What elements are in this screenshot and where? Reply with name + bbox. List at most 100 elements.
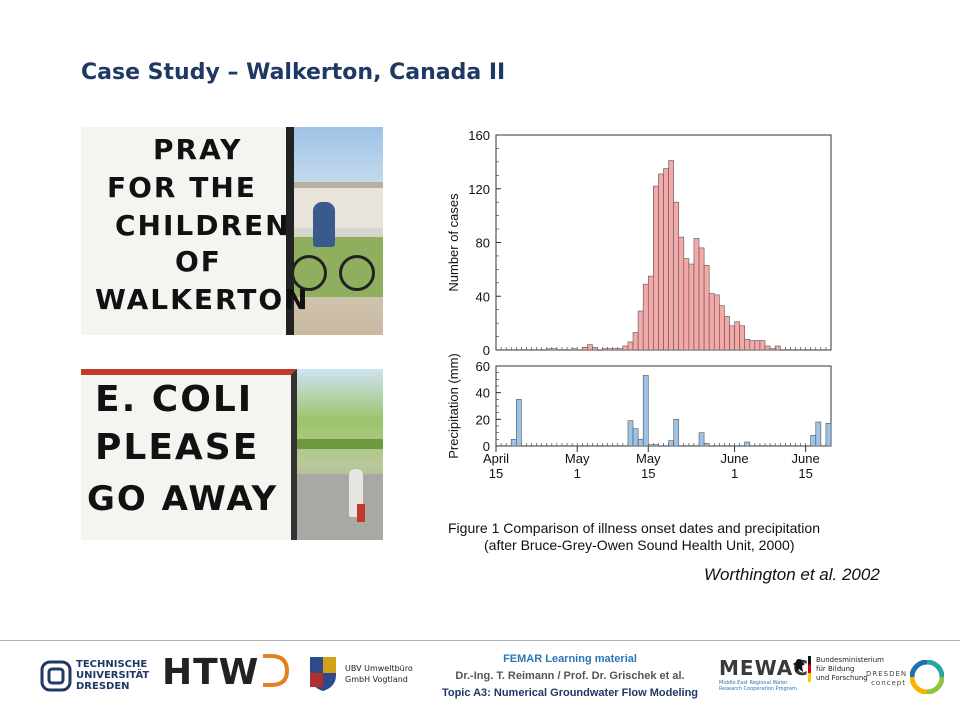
data-bar: [673, 201, 680, 351]
data-bar: [759, 340, 766, 351]
bike-wheel-shape: [339, 255, 375, 291]
data-bar: [810, 435, 817, 447]
x-tick-label: 15: [489, 466, 503, 481]
data-bar: [551, 348, 558, 351]
data-bar: [627, 420, 634, 447]
data-bar: [668, 160, 674, 351]
cyclist-shape: [313, 202, 335, 247]
y-tick-label: 20: [476, 412, 490, 427]
data-bar: [632, 332, 639, 351]
y-tick-label: 80: [476, 236, 490, 251]
data-bar: [602, 348, 608, 351]
mewac-logo: MEWAC Middle East Regional Water Researc…: [719, 656, 808, 692]
data-bar: [693, 238, 700, 351]
data-bar: [627, 341, 634, 351]
hedge-shape: [293, 439, 383, 449]
data-bar: [516, 399, 522, 447]
data-bar: [647, 275, 654, 351]
sign-text-line: WALKERTON: [95, 283, 310, 316]
data-bar: [658, 173, 664, 351]
data-bar: [769, 348, 776, 351]
data-bar: [703, 265, 710, 351]
data-bar: [688, 263, 695, 351]
data-bar: [764, 345, 771, 351]
x-tick-label: 15: [798, 466, 812, 481]
data-bar: [663, 168, 669, 351]
data-bar: [642, 283, 649, 351]
data-bar: [754, 340, 761, 351]
data-bar: [642, 375, 649, 447]
data-bar: [637, 310, 644, 351]
cases-chart-panel: 0 40 80 120 160 Number of cases: [446, 128, 832, 358]
dresden-concept-logo: DRESDEN concept: [866, 660, 946, 696]
dresden-concept-text: DRESDEN: [866, 670, 908, 678]
x-tick-label: April: [483, 451, 509, 466]
data-bar: [698, 247, 705, 351]
data-bar: [546, 348, 553, 351]
bmbf-logo-text: für Bildung: [816, 665, 855, 673]
bmbf-logo-text: und Forschung: [816, 674, 868, 682]
sidewalk-shape: [293, 474, 383, 540]
mewac-sub-text: Middle East Regional Water: [719, 680, 788, 686]
htwd-logo-text: HTW: [162, 652, 260, 693]
footer-credits: FEMAR Learning material Dr.-Ing. T. Reim…: [410, 651, 730, 702]
data-bar: [668, 440, 674, 447]
data-bar: [653, 444, 659, 447]
illness-precipitation-chart: 0 40 80 120 160 Number of cases 0 20 40 60 Precip…: [446, 128, 832, 481]
x-tick-label: 15: [641, 466, 655, 481]
data-bar: [749, 340, 756, 351]
sign-text-line: GO AWAY: [87, 479, 279, 519]
htwd-d-mark-icon: [263, 654, 290, 687]
flag-stripe-shape: [808, 656, 811, 682]
data-bar: [744, 338, 751, 351]
data-bar: [678, 236, 685, 351]
data-bar: [739, 325, 746, 351]
tu-dresden-emblem-icon: [40, 660, 72, 692]
data-bar: [774, 345, 781, 351]
data-bar: [708, 293, 715, 351]
sign-text-line: FOR THE: [107, 171, 257, 204]
data-bar: [637, 439, 644, 447]
slide-title: Case Study – Walkerton, Canada II: [81, 60, 506, 85]
data-bar: [607, 348, 614, 351]
x-tick-label: May: [636, 451, 661, 466]
tu-logo-text: DRESDEN: [76, 681, 130, 692]
data-bar: [592, 347, 598, 351]
data-bar: [647, 444, 654, 447]
data-bar: [815, 421, 822, 447]
data-bar: [510, 439, 517, 447]
y-tick-label: 60: [476, 359, 490, 374]
sign-text-line: PRAY: [153, 133, 243, 166]
sign-text-line: OF: [175, 245, 222, 278]
caption-line: Figure 1 Comparison of illness onset dat…: [448, 520, 820, 536]
data-bar: [617, 348, 624, 351]
tu-logo-text: UNIVERSITÄT: [76, 670, 150, 681]
data-bar: [825, 423, 832, 447]
data-bar: [729, 325, 735, 351]
y-tick-label: 40: [476, 386, 490, 401]
sign-text-line: CHILDREN: [115, 209, 291, 242]
ecoli-sign-photo: E. COLI PLEASE GO AWAY: [81, 369, 383, 540]
dresden-concept-text: concept: [871, 679, 906, 687]
mewac-sub-text: Research Cooperation Program: [719, 686, 797, 692]
walkerton-sign-photo: PRAY FOR THE CHILDREN OF WALKERTON: [81, 127, 383, 335]
data-bar: [713, 294, 720, 351]
footer-topic-text: Topic A3: Numerical Groundwater Flow Mod…: [441, 687, 699, 699]
y-tick-label: 0: [483, 343, 490, 358]
bmbf-logo-text: Bundesministerium: [816, 656, 884, 664]
x-tick-label: 1: [731, 466, 738, 481]
y-axis-label: Number of cases: [446, 193, 461, 292]
data-bar: [653, 185, 659, 351]
caption-line: (after Bruce-Grey-Owen Sound Health Unit…: [484, 537, 795, 553]
data-bar: [683, 258, 690, 351]
dresden-concept-ring-icon: [910, 660, 944, 694]
y-tick-label: 0: [483, 439, 490, 454]
footer-authors-text: Dr.-Ing. T. Reimann / Prof. Dr. Grischek…: [455, 670, 685, 682]
tu-dresden-logo: TECHNISCHE UNIVERSITÄT DRESDEN: [40, 658, 152, 694]
data-bar: [719, 305, 725, 351]
x-tick-label: 1: [574, 466, 581, 481]
data-bar: [581, 347, 588, 351]
sign-text-line: E. COLI: [95, 379, 254, 420]
federal-eagle-icon: [793, 659, 805, 672]
y-tick-label: 120: [468, 182, 490, 197]
